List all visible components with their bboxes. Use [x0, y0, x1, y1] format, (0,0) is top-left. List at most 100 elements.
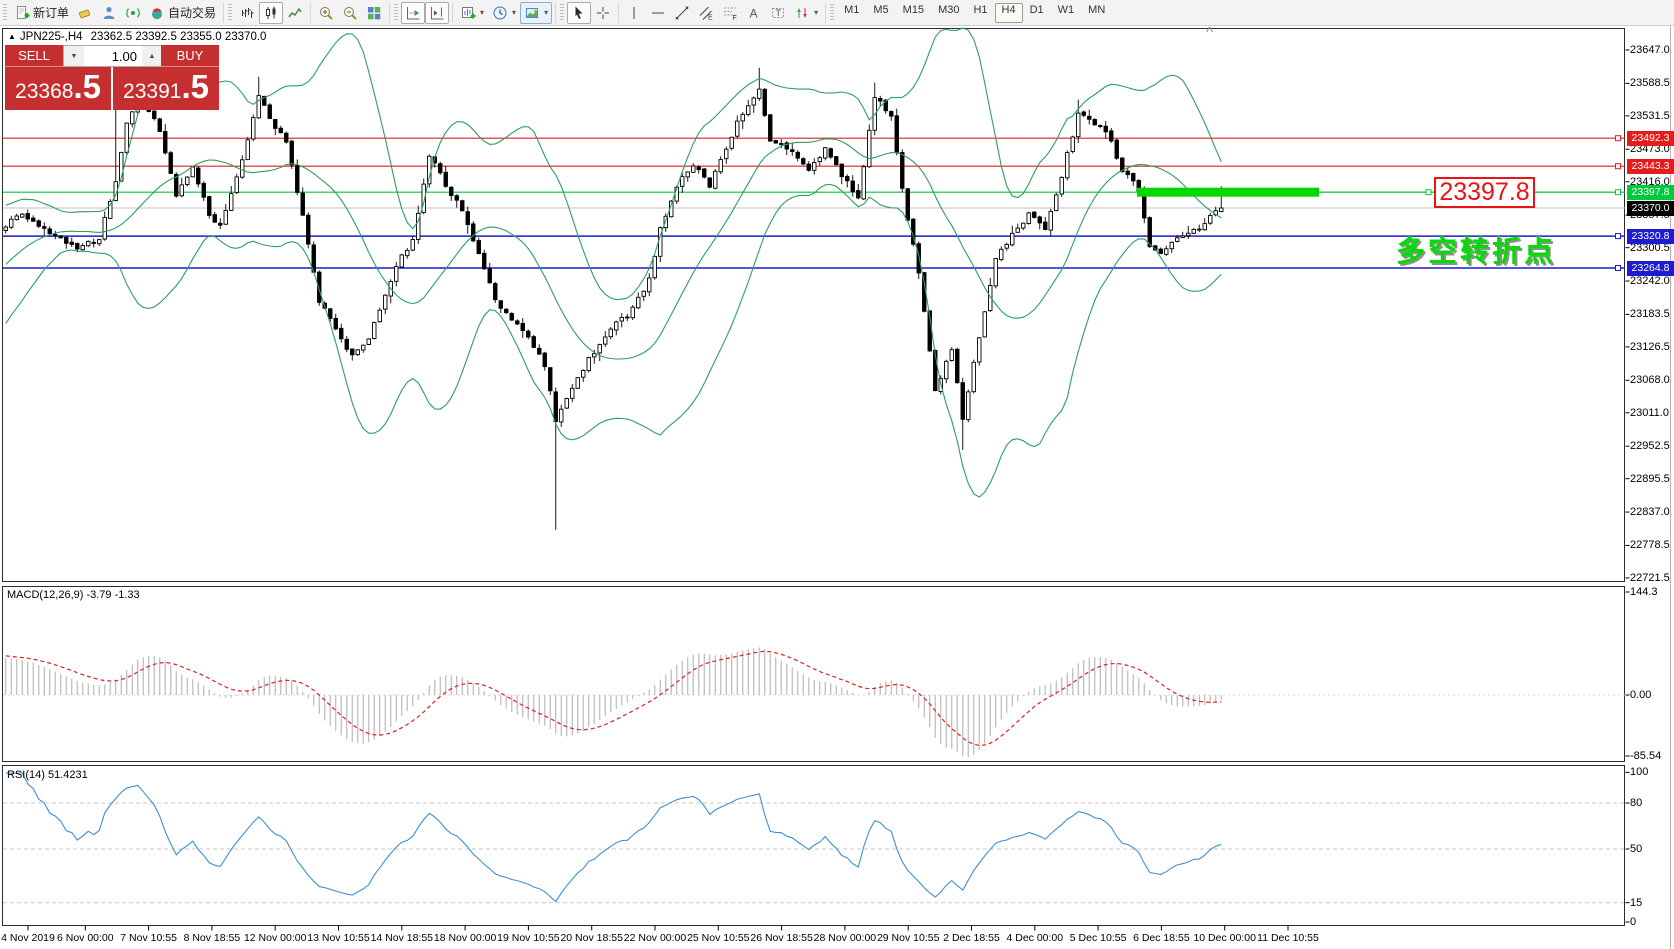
- text-icon: A: [746, 5, 762, 21]
- time-axis-label: 19 Nov 10:55: [497, 932, 560, 944]
- rsi-axis-label: 100: [1630, 766, 1649, 779]
- toolbar-grip[interactable]: [830, 3, 835, 22]
- chart-profile-button[interactable]: ▾: [520, 1, 553, 24]
- toolbar-separator: [452, 2, 454, 23]
- dropdown-caret-icon[interactable]: ▾: [544, 8, 549, 17]
- annotation-text[interactable]: 多空转折点: [1396, 236, 1557, 268]
- price-tick-label: 23242.0: [1630, 275, 1670, 288]
- dropdown-caret-icon[interactable]: ▾: [814, 8, 819, 17]
- dropdown-caret-icon[interactable]: ▾: [480, 8, 485, 17]
- main-toolbar: 新订单 自动交易: [0, 0, 1674, 26]
- fibonacci-button[interactable]: F: [718, 2, 742, 24]
- line-chart-icon: [287, 5, 303, 21]
- new-chart-button[interactable]: ▾: [456, 2, 488, 24]
- price-tick-label: 23068.0: [1630, 374, 1670, 387]
- new-order-label: 新订单: [33, 6, 70, 20]
- volume-input[interactable]: [84, 46, 142, 66]
- sell-price[interactable]: 23368.5: [5, 67, 111, 110]
- timeframe-h4[interactable]: H4: [994, 2, 1023, 23]
- horizontal-line-icon: [650, 5, 666, 21]
- price-tick-label: 23588.5: [1630, 77, 1670, 90]
- toolbar-grip[interactable]: [560, 3, 565, 22]
- new-order-button[interactable]: 新订单: [10, 2, 73, 24]
- time-axis-label: 7 Nov 10:55: [120, 932, 177, 944]
- buy-price[interactable]: 23391.5: [113, 67, 219, 110]
- timeframe-d1[interactable]: D1: [1029, 3, 1044, 16]
- timeframe-mn[interactable]: MN: [1088, 3, 1106, 16]
- symbol-period: JPN225-,H4: [19, 31, 83, 43]
- rsi-indicator-label: RSI(14) 51.4231: [7, 769, 88, 781]
- toolbar-separator: [223, 2, 225, 23]
- chart-shift-icon: [429, 5, 445, 21]
- toolbar-separator: [825, 2, 827, 23]
- collapse-arrow-icon[interactable]: ▲: [8, 32, 16, 41]
- text-button[interactable]: A: [742, 2, 766, 24]
- toolbar-separator: [555, 2, 557, 23]
- chart-shift-marker-icon[interactable]: ^: [1206, 24, 1214, 41]
- sell-button[interactable]: SELL: [5, 45, 63, 67]
- candlestick-chart-button[interactable]: [259, 1, 284, 24]
- timeframe-h1[interactable]: H1: [973, 3, 988, 16]
- auto-trading-button[interactable]: 自动交易: [145, 2, 220, 24]
- price-callout-box[interactable]: 23397.8: [1434, 177, 1535, 208]
- price-tick-label: 23473.0: [1630, 143, 1670, 156]
- equidistant-channel-icon: E: [698, 5, 714, 21]
- vertical-line-button[interactable]: [622, 2, 646, 24]
- cursor-button[interactable]: [567, 1, 592, 24]
- timeframe-w1[interactable]: W1: [1057, 3, 1075, 16]
- time-axis-label: 12 Nov 00:00: [243, 932, 307, 944]
- periods-button[interactable]: ▾: [488, 2, 520, 24]
- timeframe-m5[interactable]: M5: [873, 3, 889, 16]
- time-axis-label: 13 Nov 10:55: [307, 932, 370, 944]
- horizontal-line-button[interactable]: [646, 2, 670, 24]
- timeframe-m1[interactable]: M1: [844, 3, 860, 16]
- auto-scroll-icon: [405, 5, 421, 21]
- signals-button[interactable]: [121, 2, 145, 24]
- eraser-button[interactable]: [73, 2, 97, 24]
- expert-advisors-icon: [101, 5, 117, 21]
- buy-button[interactable]: BUY: [161, 45, 219, 67]
- arrows-button[interactable]: ▾: [790, 2, 822, 24]
- bars-chart-button[interactable]: [235, 2, 259, 24]
- fibonacci-icon: F: [722, 5, 738, 21]
- line-chart-button[interactable]: [283, 2, 307, 24]
- tile-windows-button[interactable]: [362, 2, 386, 24]
- svg-text:A: A: [750, 6, 758, 20]
- trendline-icon: [674, 5, 690, 21]
- zoom-out-button[interactable]: [338, 2, 362, 24]
- auto-scroll-button[interactable]: [401, 1, 426, 24]
- expert-advisors-button[interactable]: [97, 2, 121, 24]
- dropdown-caret-icon[interactable]: ▾: [512, 8, 517, 17]
- trendline-button[interactable]: [670, 2, 694, 24]
- toolbar-grip[interactable]: [228, 3, 233, 22]
- toolbar-separator: [389, 2, 391, 23]
- volume-decrease-button[interactable]: ▼: [64, 46, 84, 66]
- chart-title: ▲ JPN225-,H4 23362.5 23392.5 23355.0 23370…: [8, 31, 266, 43]
- chart-canvas: [2, 26, 1671, 949]
- volume-increase-button[interactable]: ▲: [142, 46, 162, 66]
- time-axis-label: 28 Nov 00:00: [813, 932, 877, 944]
- time-axis-label: 22 Nov 00:00: [623, 932, 687, 944]
- time-axis-label: 14 Nov 18:55: [370, 932, 434, 944]
- crosshair-button[interactable]: [591, 2, 615, 24]
- svg-text:T: T: [776, 8, 782, 18]
- time-axis-label: 10 Dec 00:00: [1193, 932, 1256, 944]
- chart-area[interactable]: ^ ▲ JPN225-,H4 23362.5 23392.5 23355.0 233…: [0, 24, 1674, 949]
- zoom-in-button[interactable]: [314, 2, 338, 24]
- timeframe-m30[interactable]: M30: [938, 3, 960, 16]
- rsi-axis-label: 80: [1630, 797, 1643, 809]
- toolbar-grip[interactable]: [394, 3, 399, 22]
- equidistant-channel-button[interactable]: E: [694, 2, 718, 24]
- zoom-in-icon: [318, 5, 334, 21]
- macd-axis-label: 144.3: [1630, 586, 1658, 598]
- price-tick-label: 23126.5: [1630, 340, 1670, 353]
- toolbar-grip[interactable]: [3, 3, 7, 22]
- time-axis-label: 20 Nov 18:55: [560, 932, 623, 944]
- crosshair-icon: [595, 5, 611, 21]
- time-axis-label: 6 Dec 18:55: [1133, 932, 1190, 944]
- time-axis-label: 11 Dec 10:55: [1257, 932, 1319, 944]
- chart-shift-button[interactable]: [425, 1, 450, 24]
- text-label-button[interactable]: T: [766, 2, 790, 24]
- timeframe-m15[interactable]: M15: [902, 3, 925, 16]
